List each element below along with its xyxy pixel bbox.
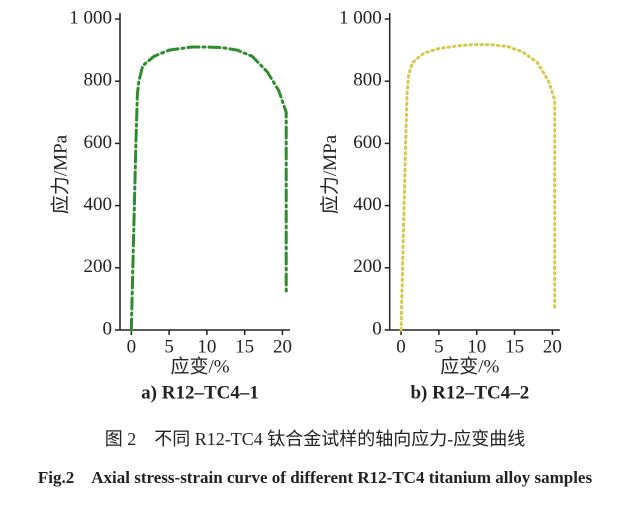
x-tick-label: 20 [273,336,292,357]
data-line [399,42,557,332]
x-tick-label: 5 [434,336,444,357]
x-tick-label: 10 [197,336,216,357]
x-tick-label: 15 [235,336,254,357]
subplot-title: a) R12–TC4–1 [141,382,259,403]
y-tick-label: 600 [84,132,113,153]
y-tick-label: 0 [372,318,382,339]
x-tick-label: 10 [467,336,486,357]
x-tick-label: 0 [396,336,406,357]
x-axis-label: 应变/% [170,355,229,377]
caption-en: Fig.2 Axial stress-strain curve of diffe… [38,468,593,487]
y-tick-label: 1 000 [69,7,112,28]
x-tick-label: 5 [164,336,174,357]
y-tick-label: 400 [353,194,382,215]
caption-cn: 图 2 不同 R12-TC4 钛合金试样的轴向应力-应变曲线 [105,429,526,449]
data-line [129,45,288,332]
y-tick-label: 400 [84,194,113,215]
x-tick-label: 15 [505,336,524,357]
subplot-title: b) R12–TC4–2 [410,382,529,403]
y-tick-label: 1 000 [339,7,382,28]
y-tick-label: 0 [103,318,113,339]
y-axis-label: 应力/MPa [49,134,71,214]
y-tick-label: 800 [84,70,113,91]
y-tick-label: 200 [353,256,382,277]
x-tick-label: 0 [127,336,137,357]
y-tick-label: 800 [353,70,382,91]
y-axis-label: 应力/MPa [319,134,341,214]
y-tick-label: 200 [84,256,113,277]
x-axis-label: 应变/% [440,355,499,377]
x-tick-label: 20 [543,336,562,357]
y-tick-label: 600 [353,132,382,153]
